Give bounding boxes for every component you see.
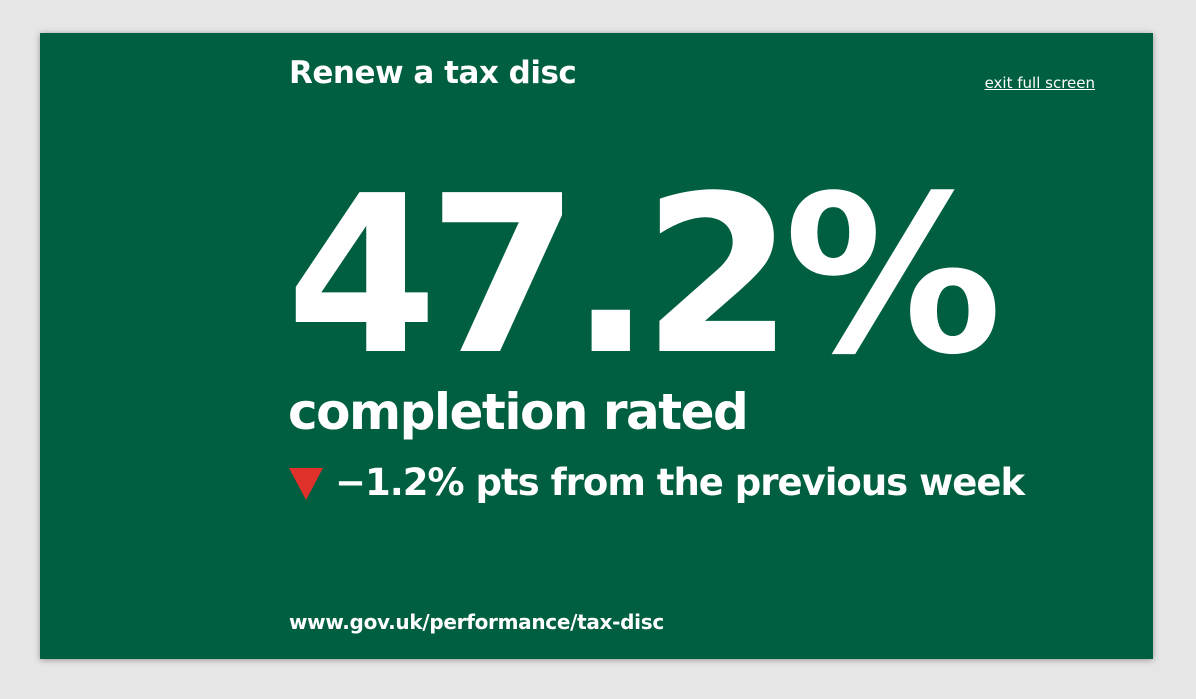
metric-value: 47.2% [286, 150, 1002, 403]
dashboard-panel: Renew a tax disc exit full screen 47.2% … [40, 33, 1153, 659]
page-title: Renew a tax disc [289, 55, 577, 91]
metric-label: completion rated [288, 383, 749, 441]
down-triangle-icon [289, 468, 323, 501]
footer-url: www.gov.uk/performance/tax-disc [289, 610, 664, 634]
exit-full-screen-link[interactable]: exit full screen [984, 74, 1095, 92]
metric-change: −1.2% pts from the previous week [289, 461, 1025, 505]
metric-change-text: −1.2% pts from the previous week [335, 461, 1025, 504]
